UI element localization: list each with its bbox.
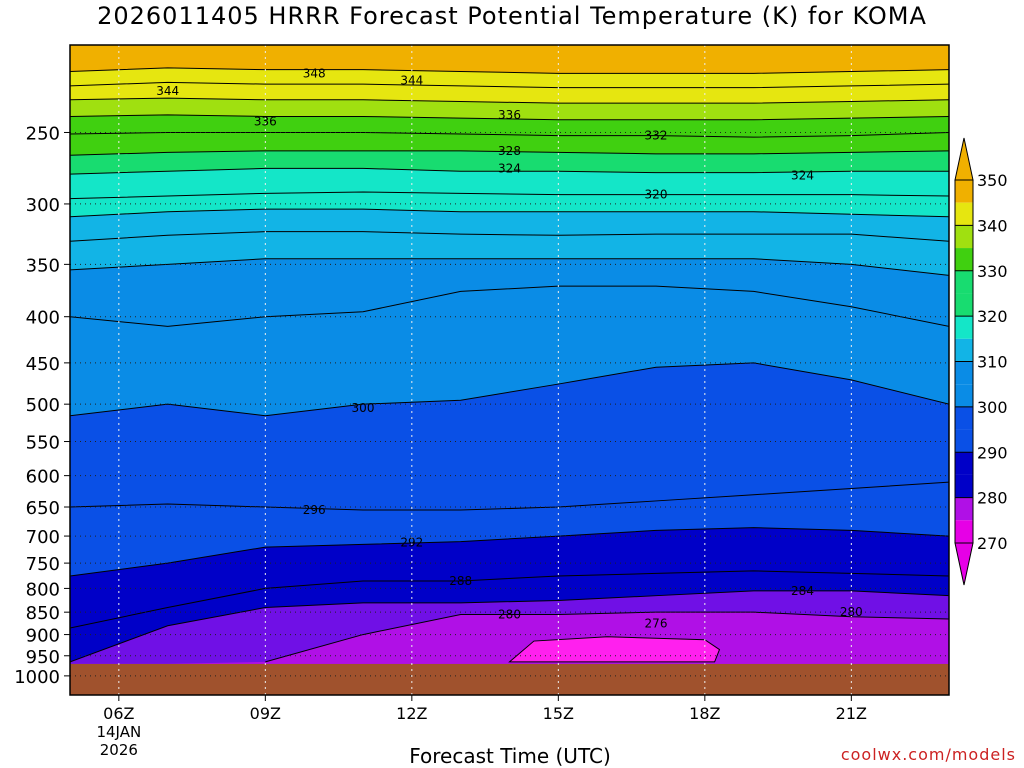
colorbar-swatch <box>955 270 973 294</box>
contour-label: 288 <box>449 574 472 588</box>
colorbar-swatch <box>955 384 973 407</box>
contour-label: 332 <box>645 129 668 143</box>
colorbar-swatch <box>955 180 973 203</box>
contour-label: 336 <box>498 108 521 122</box>
isentrope-288 <box>70 570 949 629</box>
y-tick-label: 600 <box>26 467 60 488</box>
colorbar-label: 330 <box>977 262 1008 281</box>
contour-label: 284 <box>791 584 814 598</box>
y-tick-label: 950 <box>26 647 60 668</box>
x-tick-label: 15Z <box>543 704 574 723</box>
colorbar-label: 280 <box>977 489 1008 508</box>
colorbar-swatch <box>955 520 973 543</box>
contour-label: 292 <box>400 536 423 550</box>
y-tick-label: 800 <box>26 579 60 600</box>
colorbar-swatch <box>955 248 973 271</box>
y-tick-label: 1000 <box>14 667 60 688</box>
isentrope-332 <box>70 131 949 138</box>
contour-label: 324 <box>791 168 814 182</box>
colorbar-label: 270 <box>977 534 1008 553</box>
contour-label: 276 <box>645 617 668 631</box>
colorbar-arrow-top <box>954 137 974 181</box>
contour-label: 344 <box>400 74 423 88</box>
isentrope-292 <box>70 527 949 577</box>
isentrope-336 <box>70 114 949 121</box>
plot-frame <box>69 44 950 696</box>
contour-label: 344 <box>156 84 179 98</box>
contour-label: 324 <box>498 161 521 175</box>
colorbar-label: 340 <box>977 216 1008 235</box>
colorbar-label: 310 <box>977 353 1008 372</box>
isentrope-276-closed <box>508 636 721 663</box>
isentrope-340 <box>70 97 949 104</box>
y-tick-label: 500 <box>26 395 60 416</box>
colorbar-swatch <box>955 338 973 362</box>
y-tick-label: 400 <box>26 308 60 329</box>
ground-fill <box>70 663 949 695</box>
colorbar-label: 320 <box>977 307 1008 326</box>
isentrope-344 <box>70 81 949 89</box>
isentrope-304 <box>70 285 949 327</box>
colorbar-label: 290 <box>977 443 1008 462</box>
y-tick-label: 300 <box>26 195 60 216</box>
y-tick-label: 350 <box>26 255 60 276</box>
y-tick-label: 550 <box>26 433 60 454</box>
chart-title: 2026011405 HRRR Forecast Potential Tempe… <box>97 2 927 30</box>
isentrope-328 <box>70 150 949 156</box>
y-tick-label: 700 <box>26 527 60 548</box>
isentrope-284 <box>70 590 949 663</box>
y-tick-label: 850 <box>26 603 60 624</box>
colorbar-swatch <box>955 361 973 385</box>
contour-label: 280 <box>840 605 863 619</box>
colorbar-swatch <box>955 316 973 339</box>
isentrope-280 <box>265 611 949 663</box>
colorbar-label: 350 <box>977 171 1008 190</box>
x-date-label: 2026 <box>100 741 138 759</box>
y-tick-label: 650 <box>26 498 60 519</box>
x-axis-label: Forecast Time (UTC) <box>409 744 611 768</box>
credit-text[interactable]: coolwx.com/models <box>840 745 1016 764</box>
contour-label: 336 <box>254 114 277 128</box>
contour-label: 328 <box>498 144 521 158</box>
isentrope-324 <box>70 167 949 175</box>
isentrope-308 <box>70 258 949 276</box>
contour-label: 348 <box>303 66 326 80</box>
x-tick-label: 06Z <box>103 704 134 723</box>
isentrope-296 <box>70 481 949 511</box>
isentrope-312 <box>70 231 949 242</box>
colorbar-swatch <box>955 293 973 317</box>
x-tick-label: 12Z <box>396 704 427 723</box>
isentrope-348 <box>70 67 949 74</box>
isentrope-316 <box>70 208 949 218</box>
colorbar-swatch <box>955 474 973 498</box>
x-date-label: 14JAN <box>96 723 141 741</box>
y-tick-label: 900 <box>26 626 60 647</box>
colorbar-swatch <box>955 225 973 249</box>
colorbar-swatch <box>955 406 973 430</box>
colorbar-arrow-bottom <box>954 542 974 586</box>
x-tick-label: 18Z <box>689 704 720 723</box>
y-tick-label: 450 <box>26 354 60 375</box>
contour-label: 300 <box>352 401 375 415</box>
y-tick-label: 250 <box>26 123 60 144</box>
x-tick-label: 21Z <box>836 704 867 723</box>
colorbar-swatch <box>955 497 973 521</box>
x-tick-label: 09Z <box>250 704 281 723</box>
y-tick-label: 750 <box>26 554 60 575</box>
contour-label: 296 <box>303 503 326 517</box>
colorbar-swatch <box>955 429 973 453</box>
isentrope-300 <box>70 362 949 417</box>
colorbar-swatch <box>955 452 973 475</box>
colorbar-swatch <box>955 202 973 226</box>
isentrope-320 <box>70 191 949 200</box>
contour-label: 280 <box>498 607 521 621</box>
colorbar-label: 300 <box>977 398 1008 417</box>
contour-label: 320 <box>645 188 668 202</box>
